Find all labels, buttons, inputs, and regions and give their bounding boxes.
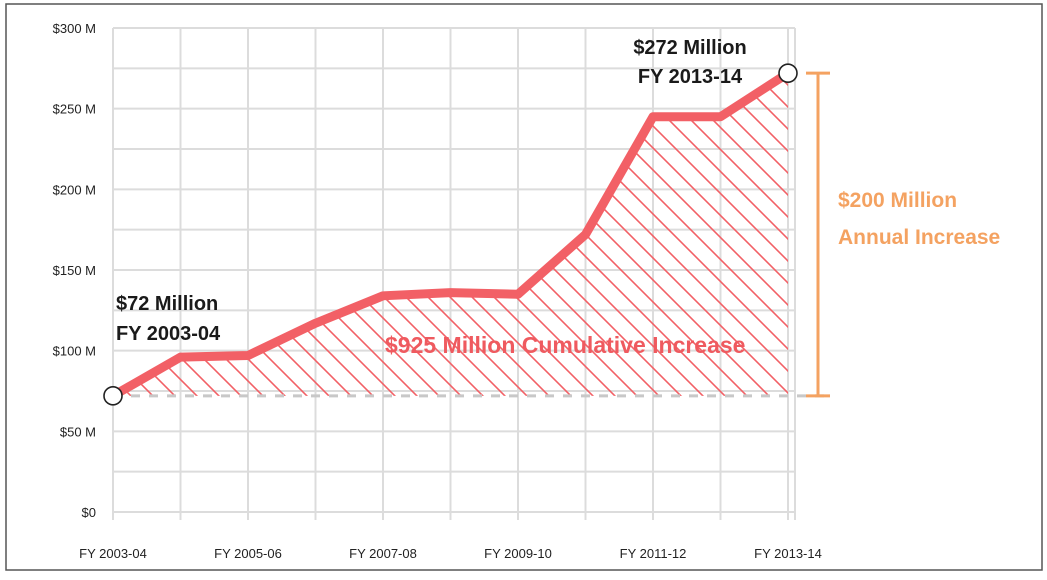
hatch-line — [113, 73, 553, 396]
x-tick-label: FY 2003-04 — [79, 546, 147, 561]
annotation-annual-increase-label: Annual Increase — [838, 226, 1000, 249]
x-tick-label: FY 2011-12 — [620, 546, 687, 561]
series-point — [778, 63, 798, 83]
hatch-line — [113, 73, 355, 396]
annotation-end-year: FY 2013-14 — [638, 66, 743, 88]
hatch-line — [113, 73, 399, 396]
hatch-line — [113, 73, 509, 396]
y-tick-label: $50 M — [60, 424, 96, 439]
x-tick-label: FY 2005-06 — [214, 546, 282, 561]
x-axis-ticks: FY 2003-04 FY 2005-06 FY 2007-08 FY 2009-10… — [79, 546, 822, 561]
y-tick-label: $300 M — [53, 21, 96, 36]
hatch-line — [113, 73, 685, 396]
hatch-line — [113, 73, 575, 396]
hatch-line — [262, 73, 788, 396]
chart-frame — [5, 3, 1043, 571]
y-tick-label: $100 M — [53, 344, 96, 359]
hatch-line — [113, 73, 487, 396]
hatch-line — [680, 73, 788, 396]
hatch-line — [835, 0, 1047, 575]
y-tick-label: $0 — [82, 505, 96, 520]
annual-increase-bracket — [806, 71, 830, 398]
hatch-line — [113, 73, 311, 396]
hatch-line — [113, 73, 421, 396]
hatch-line — [702, 73, 788, 396]
hatch-line — [460, 73, 788, 396]
y-axis-ticks: $0 $50 M $100 M $150 M $200 M $250 M $300 M — [53, 21, 96, 520]
x-tick-label: FY 2013-14 — [754, 546, 822, 561]
hatch-line — [113, 73, 465, 396]
hatch-line — [130, 73, 707, 396]
hatch-line — [746, 73, 788, 396]
series-polyline — [108, 68, 793, 401]
hatch-line — [113, 73, 289, 396]
y-tick-label: $150 M — [53, 263, 96, 278]
series-point — [103, 386, 123, 406]
series-line — [108, 68, 793, 401]
x-tick-label: FY 2009-10 — [484, 546, 552, 561]
annotation-annual-increase-value: $200 Million — [838, 189, 957, 212]
series-points — [103, 63, 798, 406]
y-tick-label: $250 M — [53, 102, 96, 117]
y-tick-label: $200 M — [53, 182, 96, 197]
hatch-line — [113, 73, 333, 396]
hatch-line — [768, 73, 788, 396]
hatch-line — [113, 73, 663, 396]
annotation-start-year: FY 2003-04 — [116, 323, 221, 345]
annotation-start-value: $72 Million — [116, 293, 218, 315]
x-tick-label: FY 2007-08 — [349, 546, 417, 561]
hatch-line — [113, 73, 597, 396]
hatch-line — [113, 73, 641, 396]
hatch-line — [548, 73, 788, 396]
annotation-end-value: $272 Million — [633, 37, 746, 59]
hatch-line — [791, 0, 1047, 575]
annotation-cumulative-increase: $925 Million Cumulative Increase — [385, 332, 745, 358]
hatch-line — [113, 73, 377, 396]
grid — [112, 27, 796, 520]
hatch-line — [113, 73, 443, 396]
hatch-line — [813, 0, 1047, 575]
